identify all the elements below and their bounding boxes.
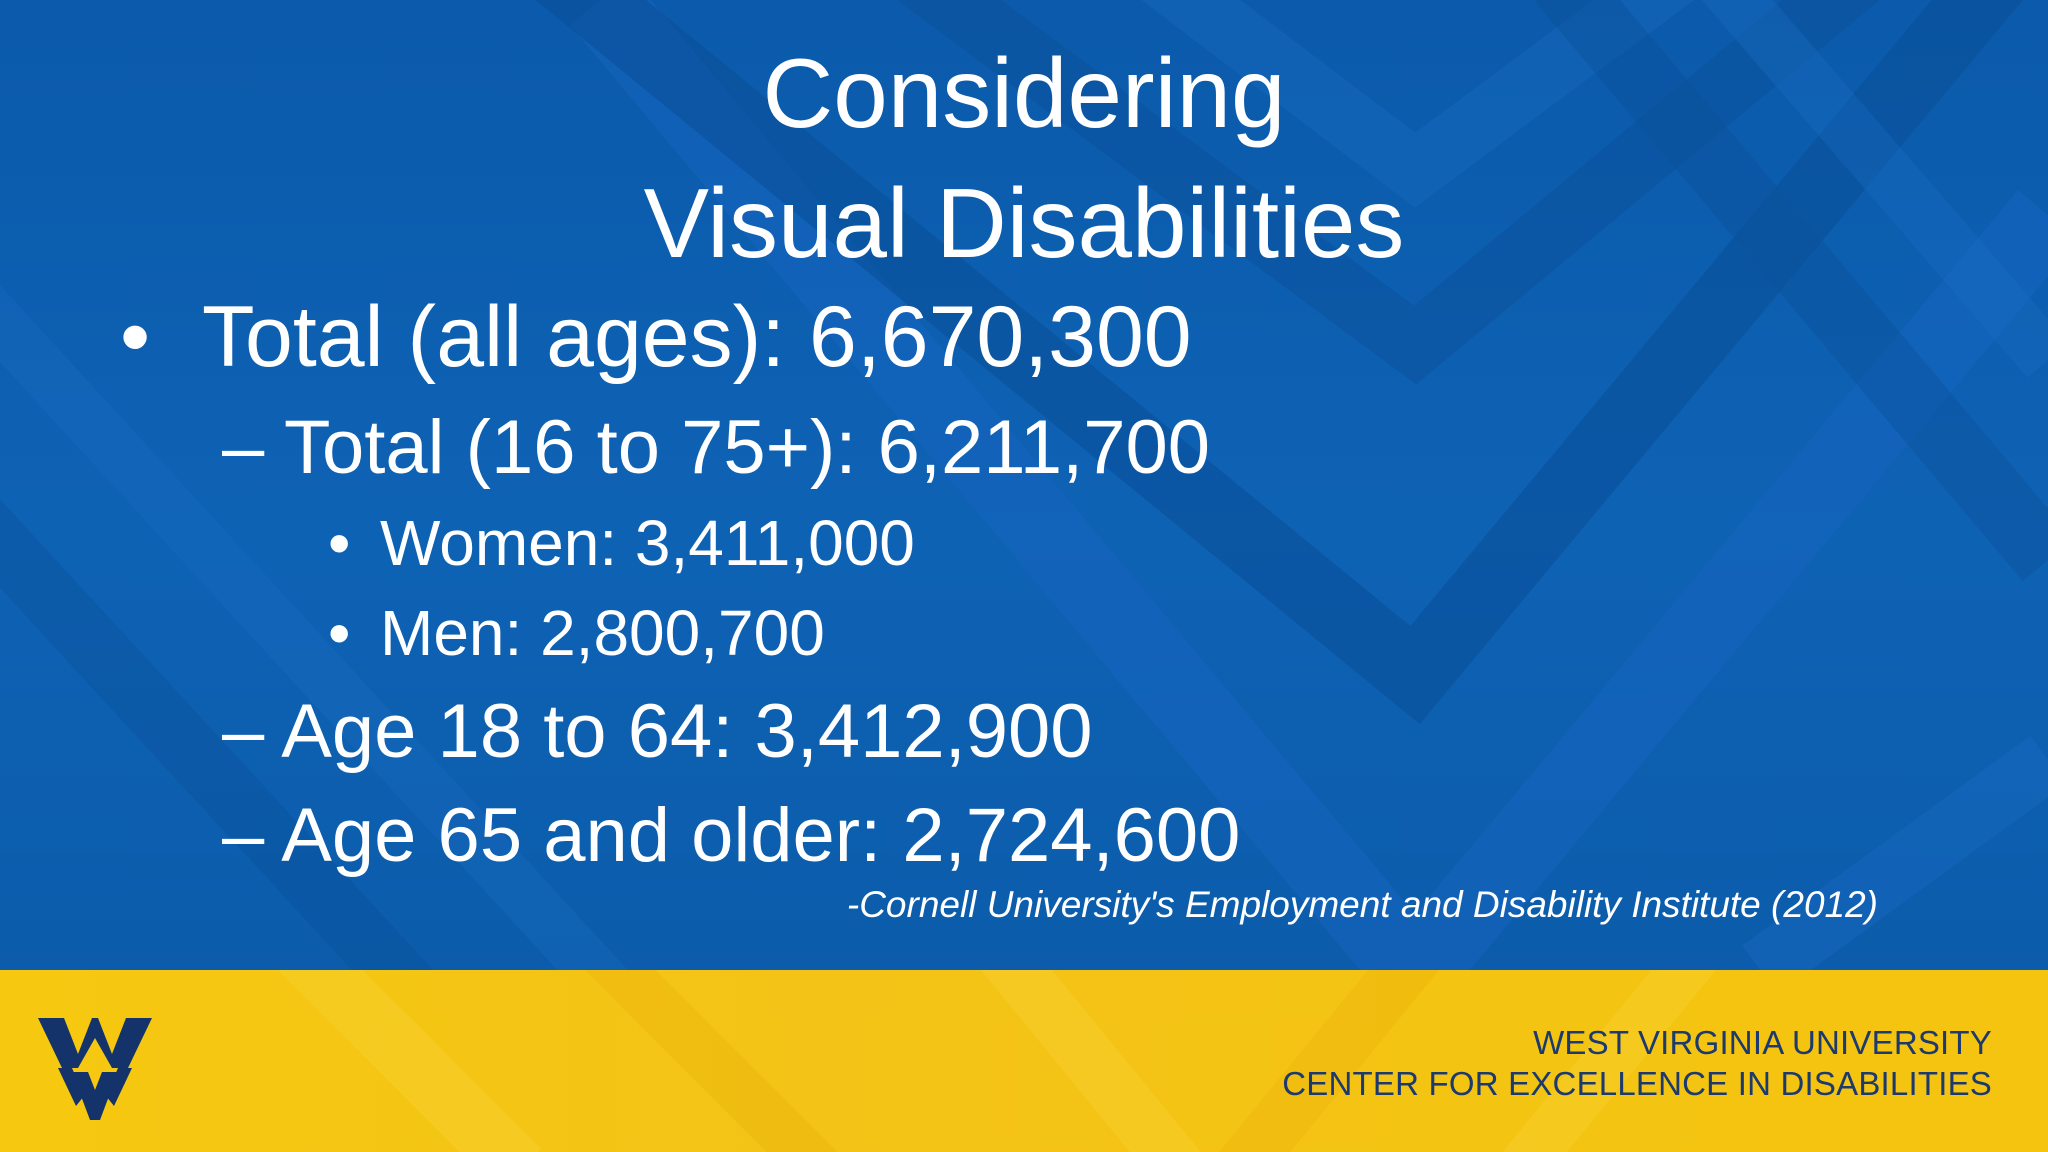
footer-center-name: CENTER FOR EXCELLENCE IN DISABILITIES [1282, 1065, 1992, 1102]
bullet-age-65-and-older: – Age 65 and older: 2,724,600 [222, 792, 1240, 879]
citation: -Cornell University's Employment and Dis… [846, 884, 1878, 925]
bullet-total-16-to-75: – Total (16 to 75+): 6,211,700 [222, 404, 1210, 491]
bullet-text: Age 65 and older: 2,724,600 [281, 793, 1241, 878]
bullet-age-18-to-64: – Age 18 to 64: 3,412,900 [222, 688, 1093, 775]
bullet-total-all-ages: • Total (all ages): 6,670,300 [120, 288, 1192, 387]
bullet-text: Women: 3,411,000 [380, 507, 915, 579]
wv-logo-icon [38, 1018, 152, 1120]
bullet-text: Men: 2,800,700 [380, 597, 825, 669]
bullet-women: • Women: 3,411,000 [328, 506, 915, 580]
title-line-2: Visual Disabilities [643, 168, 1405, 278]
title-line-1: Considering [762, 38, 1286, 148]
bullet-text: Age 18 to 64: 3,412,900 [281, 689, 1093, 774]
bullet-marker: – [222, 689, 265, 774]
footer-university-name: WEST VIRGINIA UNIVERSITY [1533, 1024, 1992, 1061]
bullet-marker: • [120, 289, 151, 385]
slide-title: Considering Visual Disabilities [360, 28, 1688, 288]
bullet-men: • Men: 2,800,700 [328, 596, 825, 670]
bullet-marker: – [222, 793, 265, 878]
bullet-marker: • [328, 507, 351, 579]
bullet-marker: • [328, 597, 351, 669]
yellow-footer-band [0, 970, 2048, 1152]
bullet-text: Total (all ages): 6,670,300 [202, 289, 1192, 385]
bullet-marker: – [222, 405, 265, 490]
bullet-text: Total (16 to 75+): 6,211,700 [284, 405, 1211, 490]
